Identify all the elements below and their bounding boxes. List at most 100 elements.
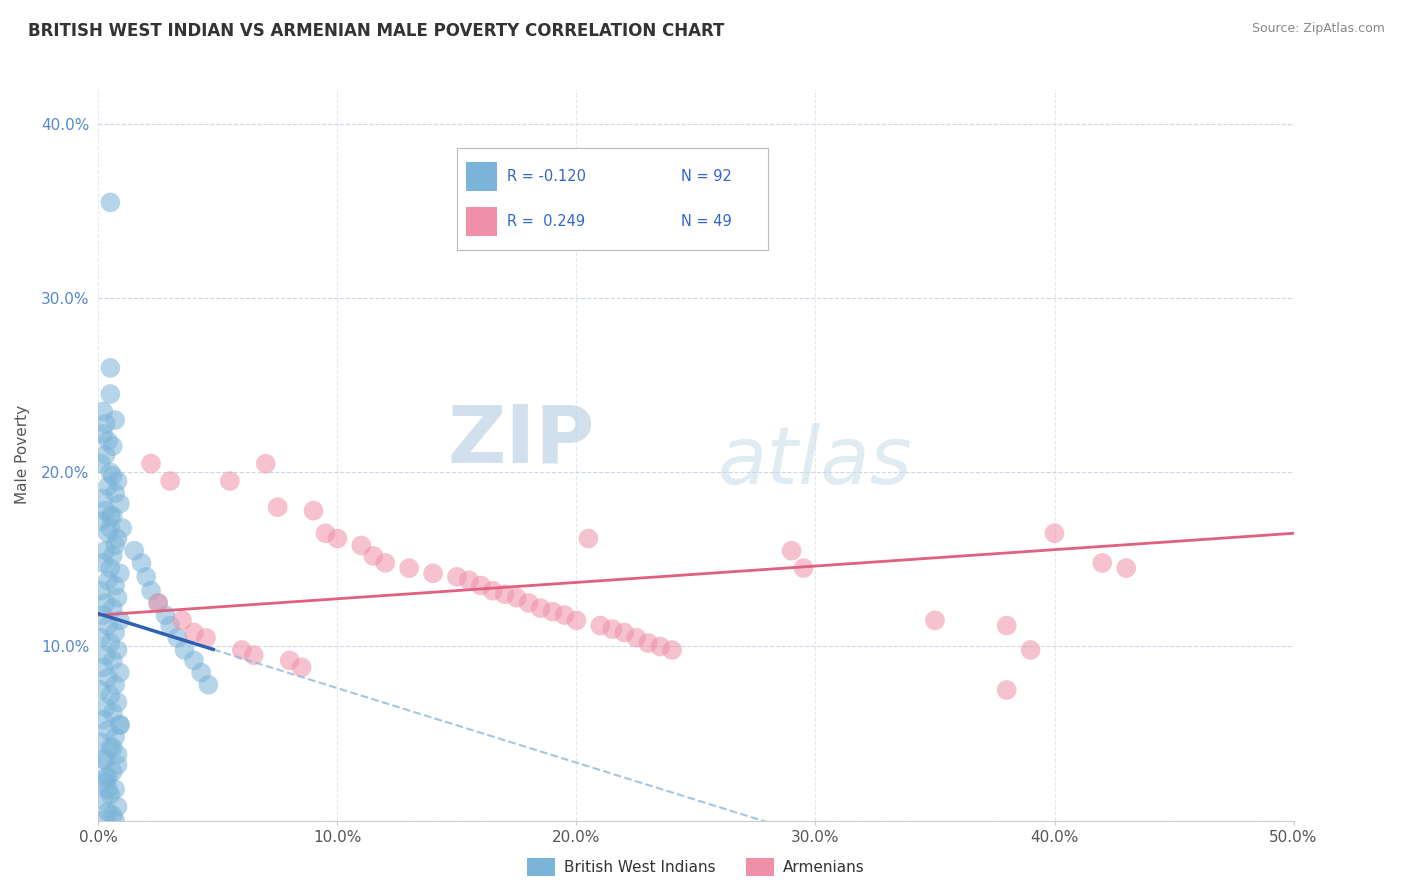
Point (90, 457, 112, 471)
Point (183, 625, 205, 640)
Point (108, 566, 131, 581)
Point (104, 730, 127, 744)
Point (159, 474, 181, 488)
Point (565, 613, 588, 627)
Point (98, 195, 122, 210)
Point (94, 543, 117, 558)
Point (104, 413, 127, 427)
Point (94, 753, 117, 767)
Point (326, 532, 349, 546)
Point (111, 521, 134, 535)
Point (97, 434, 120, 448)
Point (90, 631, 112, 645)
Point (624, 631, 647, 645)
Point (363, 549, 385, 563)
Point (98, 521, 122, 535)
Y-axis label: Male Poverty: Male Poverty (15, 405, 30, 505)
Text: atlas: atlas (718, 423, 912, 501)
Point (183, 653, 205, 667)
Point (350, 539, 373, 553)
Point (97, 770, 120, 784)
Point (101, 601, 124, 615)
Point (98, 740, 122, 755)
Point (506, 591, 529, 605)
Point (90, 735, 112, 749)
Point (131, 556, 153, 570)
Point (613, 625, 636, 640)
Point (91, 608, 114, 623)
Point (101, 740, 124, 755)
Point (98, 466, 122, 480)
Point (97, 526, 120, 541)
Point (104, 486, 127, 500)
Point (90, 683, 112, 698)
Point (315, 526, 337, 541)
Point (398, 561, 420, 575)
Point (139, 583, 162, 598)
Point (139, 457, 162, 471)
Point (94, 417, 117, 431)
Legend: British West Indians, Armenians: British West Indians, Armenians (522, 852, 870, 882)
Point (94, 700, 117, 714)
Point (290, 660, 312, 674)
Point (97, 782, 120, 797)
Point (107, 474, 129, 488)
Point (98, 387, 122, 401)
Point (554, 608, 576, 623)
Point (91, 713, 114, 727)
Point (600, 622, 623, 636)
Point (637, 636, 659, 650)
Point (267, 500, 290, 515)
Point (648, 640, 672, 654)
Point (254, 457, 277, 471)
Point (91, 753, 114, 767)
Point (793, 561, 815, 575)
Point (517, 596, 540, 610)
Point (446, 570, 468, 584)
Point (91, 404, 114, 418)
Point (90, 583, 112, 598)
Point (190, 665, 212, 680)
Point (97, 805, 120, 819)
Point (97, 618, 120, 632)
Point (470, 578, 492, 592)
Point (97, 574, 120, 588)
Point (107, 643, 129, 657)
Point (589, 618, 612, 632)
Point (94, 448, 117, 462)
Point (108, 665, 131, 680)
Point (101, 653, 124, 667)
Point (576, 532, 599, 546)
Point (172, 613, 194, 627)
Text: ZIP: ZIP (447, 401, 595, 479)
Point (104, 678, 127, 692)
Point (494, 587, 516, 601)
Point (995, 618, 1018, 632)
Point (98, 688, 122, 702)
Point (101, 439, 124, 453)
Point (1043, 526, 1066, 541)
Point (97, 723, 120, 737)
Point (1091, 556, 1114, 570)
Point (108, 613, 131, 627)
Point (159, 618, 181, 632)
Point (104, 625, 127, 640)
Point (197, 678, 219, 692)
Point (101, 549, 124, 563)
Point (219, 474, 242, 488)
Point (98, 788, 122, 802)
Point (661, 643, 683, 657)
Point (107, 532, 129, 546)
Point (231, 643, 253, 657)
Point (148, 596, 170, 610)
Point (91, 660, 114, 674)
Point (107, 695, 129, 709)
Point (104, 539, 127, 553)
Point (780, 543, 803, 558)
Point (148, 596, 170, 610)
Point (101, 508, 124, 523)
Point (91, 427, 114, 442)
Point (107, 591, 129, 605)
Point (94, 775, 117, 789)
Point (194, 631, 217, 645)
